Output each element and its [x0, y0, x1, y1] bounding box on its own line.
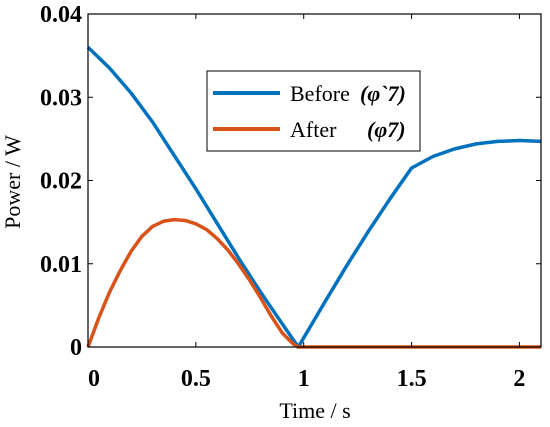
legend: Before (φ`7) After (φ7) — [206, 70, 421, 152]
legend-symbol-before: (φ`7) — [360, 81, 406, 106]
plot-frame — [87, 13, 542, 348]
y-tick-label: 0.01 — [40, 252, 82, 278]
x-tick-label: 1 — [298, 366, 310, 392]
y-tick-label: 0.04 — [40, 2, 82, 28]
legend-label-before: Before — [290, 81, 350, 106]
legend-symbol-after: (φ7) — [367, 117, 406, 142]
tick-labels: 0 0.5 1 1.5 2 0 0.01 0.02 0.03 0.04 — [40, 2, 525, 392]
x-axis-label: Time / s — [279, 398, 350, 423]
axis-ticks — [87, 13, 541, 348]
series-line-after — [86, 217, 541, 349]
legend-label-after: After — [290, 117, 337, 142]
x-tick-label: 1.5 — [397, 366, 427, 392]
y-tick-label: 0.03 — [40, 85, 82, 111]
y-axis-label: Power / W — [0, 135, 25, 229]
x-tick-label: 2 — [513, 366, 525, 392]
y-tick-label: 0 — [70, 335, 82, 361]
legend-box — [206, 70, 421, 152]
y-tick-label: 0.02 — [40, 169, 82, 195]
series-line-before — [86, 46, 542, 349]
x-tick-label: 0.5 — [181, 366, 211, 392]
x-tick-label: 0 — [88, 366, 100, 392]
